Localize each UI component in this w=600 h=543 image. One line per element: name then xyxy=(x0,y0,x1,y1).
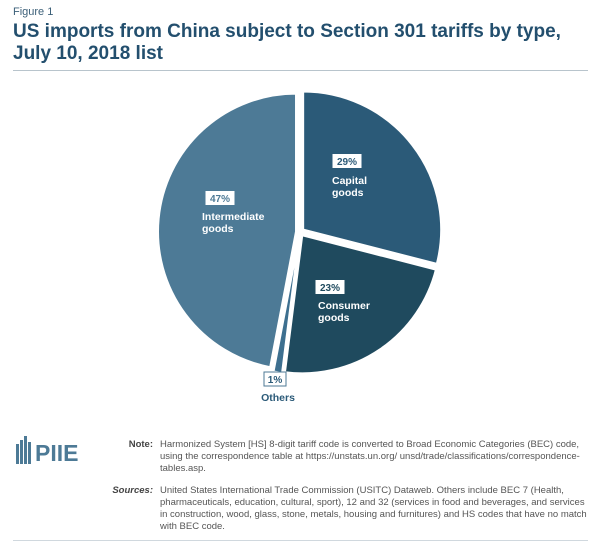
pie-slice xyxy=(302,90,443,266)
sources-row: Sources: United States International Tra… xyxy=(100,485,590,533)
notes-section: Note: Harmonized System [HS] 8-digit tar… xyxy=(100,439,590,543)
pie-slice xyxy=(283,234,438,375)
slice-label: 1% Others xyxy=(261,371,295,404)
pie-chart: 29%Capitalgoods23%Consumergoods1%Others4… xyxy=(157,90,443,404)
title-line-1: US imports from China subject to Section… xyxy=(13,21,561,42)
category-label: goods xyxy=(318,312,350,324)
category-label: Consumer xyxy=(318,300,370,312)
percent-label: 1% xyxy=(268,375,283,386)
category-label: goods xyxy=(202,223,234,235)
piie-logo: PIIE xyxy=(16,436,112,466)
percent-badge xyxy=(263,371,287,387)
sources-label: Sources: xyxy=(112,485,153,496)
percent-badge xyxy=(205,191,235,205)
percent-badge xyxy=(315,280,345,294)
title-line-2: July 10, 2018 list xyxy=(13,43,163,64)
percent-label: 47% xyxy=(210,194,230,205)
category-label: Others xyxy=(261,392,295,404)
pie-slice xyxy=(157,92,298,369)
category-label: Capital xyxy=(332,175,367,187)
bottom-divider xyxy=(13,540,588,541)
top-divider xyxy=(13,70,588,71)
percent-label: 29% xyxy=(337,157,357,168)
percent-label: 23% xyxy=(320,283,340,294)
note-text: Harmonized System [HS] 8-digit tariff co… xyxy=(160,439,580,474)
percent-badge xyxy=(332,154,362,168)
sources-text: United States International Trade Commis… xyxy=(160,485,587,532)
figure-label: Figure 1 xyxy=(13,6,54,18)
note-label: Note: xyxy=(128,439,153,450)
chart-title: US imports from China subject to Section… xyxy=(13,21,593,65)
piie-logo-icon: PIIE xyxy=(16,436,78,466)
note-row: Note: Harmonized System [HS] 8-digit tar… xyxy=(100,439,590,475)
logo-text: PIIE xyxy=(35,440,78,466)
category-label: Intermediate xyxy=(202,211,265,223)
category-label: goods xyxy=(332,187,364,199)
